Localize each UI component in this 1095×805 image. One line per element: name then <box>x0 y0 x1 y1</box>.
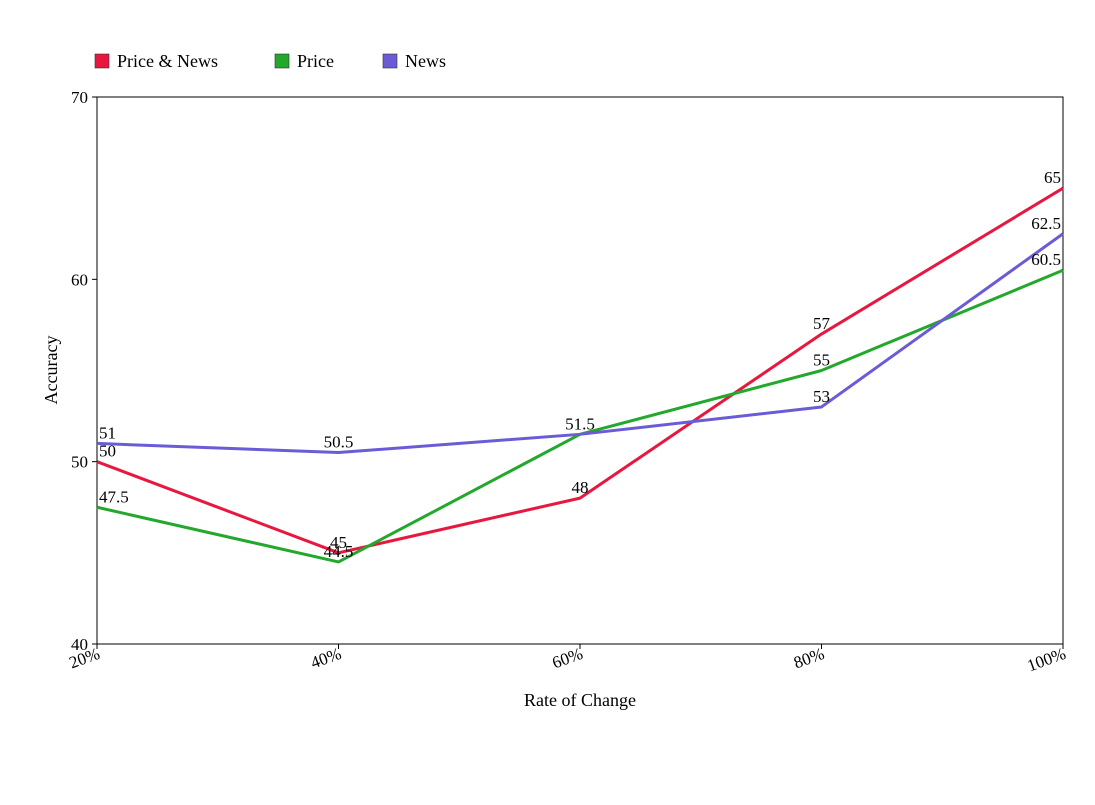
x-tick-label: 100% <box>1025 644 1069 675</box>
y-tick-label: 50 <box>71 453 88 472</box>
data-label: 60.5 <box>1031 250 1061 269</box>
data-label: 50.5 <box>324 433 354 452</box>
data-labels: 50 45 48 57 65 47.5 44.5 51.5 55 60.5 51 50.5 53 62.5 <box>99 168 1061 561</box>
x-axis: 20% 40% 60% 80% 100% <box>67 644 1069 675</box>
series-line <box>96 232 1064 455</box>
plot-area <box>96 96 1064 645</box>
data-label: 62.5 <box>1031 214 1061 233</box>
data-label: 44.5 <box>324 542 354 561</box>
x-tick-label: 60% <box>550 644 586 673</box>
data-label: 51 <box>99 423 116 442</box>
series-line <box>96 186 1064 555</box>
legend-item[interactable]: Price & News <box>94 51 218 71</box>
x-tick-label: 40% <box>308 644 344 673</box>
legend-label: Price & News <box>117 51 218 71</box>
data-label: 48 <box>572 478 589 497</box>
legend-swatch <box>94 53 110 69</box>
legend-item[interactable]: Price <box>274 51 334 71</box>
y-axis: 40 50 60 70 <box>71 88 97 654</box>
legend-swatch <box>382 53 398 69</box>
x-axis-title: Rate of Change <box>524 690 636 710</box>
y-tick-label: 70 <box>71 88 88 107</box>
legend-item[interactable]: News <box>382 51 446 71</box>
data-label: 45 <box>330 533 347 552</box>
data-label: 50 <box>99 442 116 461</box>
legend-swatch <box>274 53 290 69</box>
data-label: 57 <box>813 314 831 333</box>
data-label: 53 <box>813 387 830 406</box>
data-label: 47.5 <box>99 487 129 506</box>
data-label: 51.5 <box>565 414 595 433</box>
y-tick-label: 40 <box>71 635 88 654</box>
data-label: 65 <box>1044 168 1061 187</box>
legend-label: Price <box>297 51 334 71</box>
data-label: 55 <box>813 351 830 370</box>
series-lines <box>96 186 1064 564</box>
y-axis-title: Accuracy <box>41 336 61 405</box>
legend: Price & News Price News <box>94 51 446 71</box>
legend-label: News <box>405 51 446 71</box>
x-tick-label: 80% <box>791 644 827 673</box>
y-tick-label: 60 <box>71 270 88 289</box>
